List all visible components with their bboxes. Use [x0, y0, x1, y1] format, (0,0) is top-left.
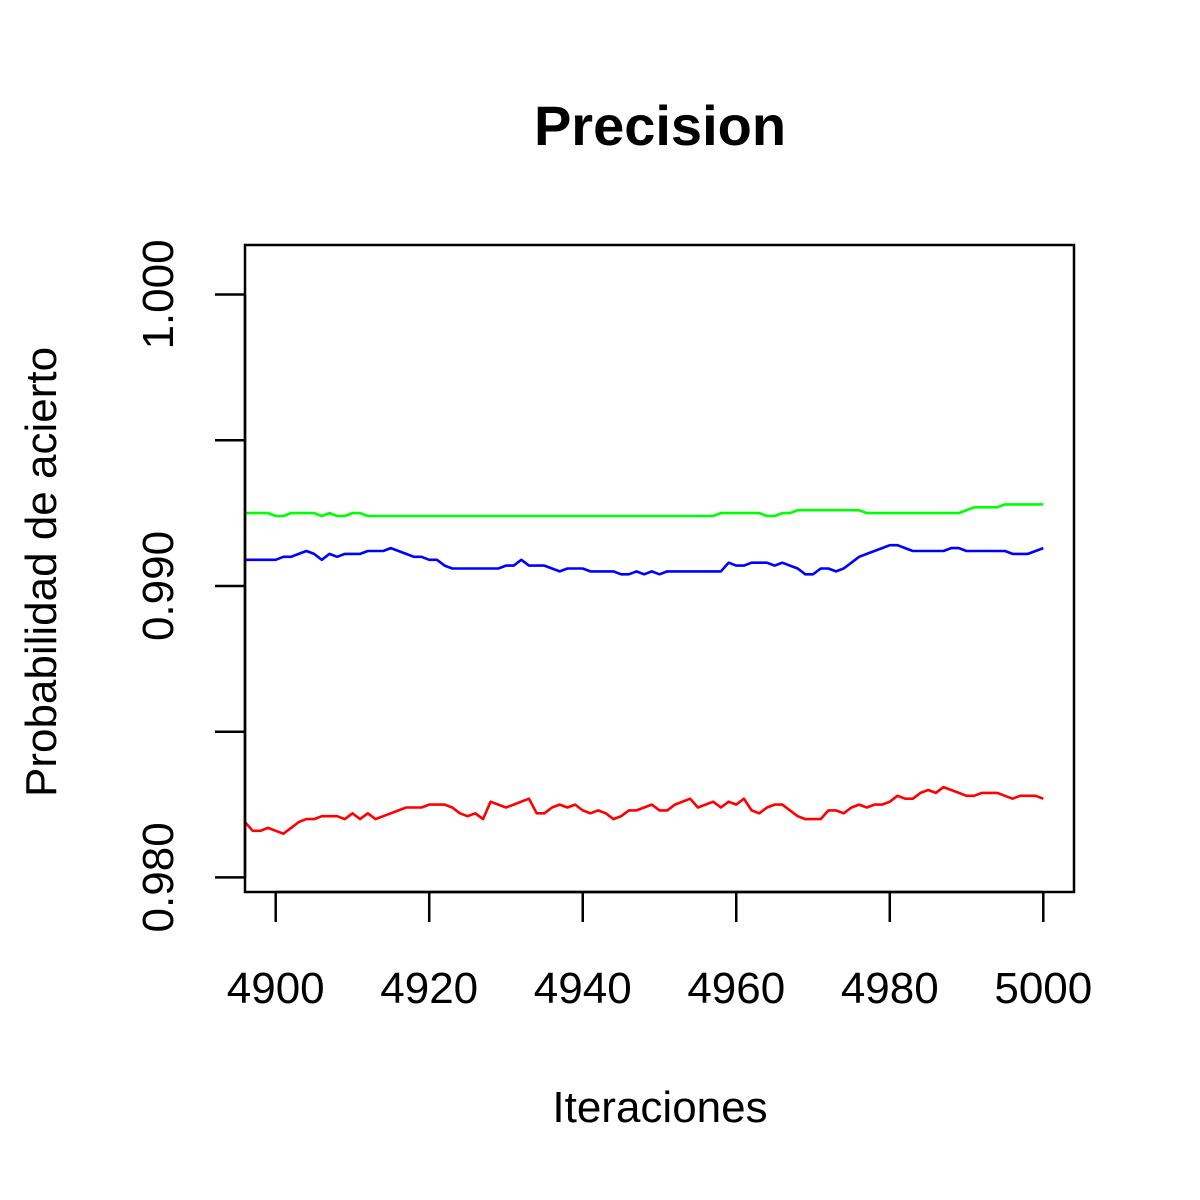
- plot-frame: [243, 243, 1076, 894]
- series-line-2: [245, 543, 1044, 576]
- y-axis-label: Probabilidad de acierto: [17, 347, 66, 797]
- x-axis: 4900 4920 4940 4960 4980 5000: [227, 890, 1092, 1013]
- x-tick-label: 4900: [227, 964, 325, 1013]
- y-tick-label: 1.000: [134, 239, 183, 349]
- x-tick-label: 4920: [380, 964, 478, 1013]
- series-line-3: [244, 785, 1044, 836]
- x-tick-label: 4940: [534, 964, 632, 1013]
- x-tick-label: 4980: [841, 964, 939, 1013]
- x-axis-label: Iteraciones: [552, 1083, 767, 1132]
- x-tick-label: 5000: [994, 964, 1092, 1013]
- series-line-1: [245, 503, 1044, 518]
- plot-series: [244, 503, 1044, 836]
- x-tick-label: 4960: [687, 964, 785, 1013]
- y-tick-label: 0.980: [134, 822, 183, 932]
- y-axis: 0.980 0.990 1.000: [134, 239, 247, 932]
- chart-title: Precision: [534, 94, 786, 157]
- y-tick-label: 0.990: [134, 531, 183, 641]
